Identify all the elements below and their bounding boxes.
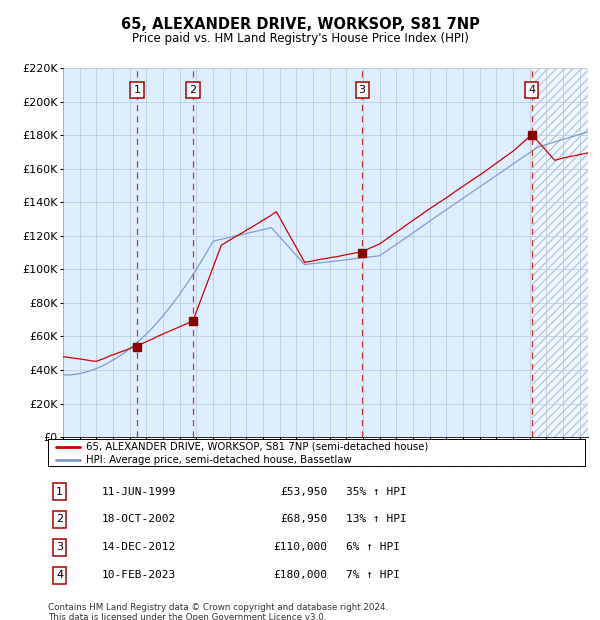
Text: 3: 3 xyxy=(359,85,365,95)
Text: 6% ↑ HPI: 6% ↑ HPI xyxy=(346,542,400,552)
Text: 4: 4 xyxy=(528,85,535,95)
Text: 1: 1 xyxy=(56,487,64,497)
Text: 65, ALEXANDER DRIVE, WORKSOP, S81 7NP (semi-detached house): 65, ALEXANDER DRIVE, WORKSOP, S81 7NP (s… xyxy=(86,441,428,451)
Text: 3: 3 xyxy=(56,542,64,552)
Text: HPI: Average price, semi-detached house, Bassetlaw: HPI: Average price, semi-detached house,… xyxy=(86,455,352,465)
Text: 1: 1 xyxy=(133,85,140,95)
Text: 65, ALEXANDER DRIVE, WORKSOP, S81 7NP: 65, ALEXANDER DRIVE, WORKSOP, S81 7NP xyxy=(121,17,479,32)
Text: £68,950: £68,950 xyxy=(280,515,327,525)
Text: 4: 4 xyxy=(56,570,64,580)
Text: £110,000: £110,000 xyxy=(273,542,327,552)
Text: This data is licensed under the Open Government Licence v3.0.: This data is licensed under the Open Gov… xyxy=(48,613,326,620)
Text: Contains HM Land Registry data © Crown copyright and database right 2024.: Contains HM Land Registry data © Crown c… xyxy=(48,603,388,612)
Text: 2: 2 xyxy=(56,515,64,525)
Text: £180,000: £180,000 xyxy=(273,570,327,580)
Text: 13% ↑ HPI: 13% ↑ HPI xyxy=(346,515,407,525)
Text: 7% ↑ HPI: 7% ↑ HPI xyxy=(346,570,400,580)
Bar xyxy=(532,68,600,437)
Text: 18-OCT-2002: 18-OCT-2002 xyxy=(102,515,176,525)
Text: 35% ↑ HPI: 35% ↑ HPI xyxy=(346,487,407,497)
Text: Price paid vs. HM Land Registry's House Price Index (HPI): Price paid vs. HM Land Registry's House … xyxy=(131,32,469,45)
Text: 2: 2 xyxy=(190,85,197,95)
Bar xyxy=(532,68,600,437)
Text: £53,950: £53,950 xyxy=(280,487,327,497)
Text: 14-DEC-2012: 14-DEC-2012 xyxy=(102,542,176,552)
Text: 10-FEB-2023: 10-FEB-2023 xyxy=(102,570,176,580)
Text: 11-JUN-1999: 11-JUN-1999 xyxy=(102,487,176,497)
